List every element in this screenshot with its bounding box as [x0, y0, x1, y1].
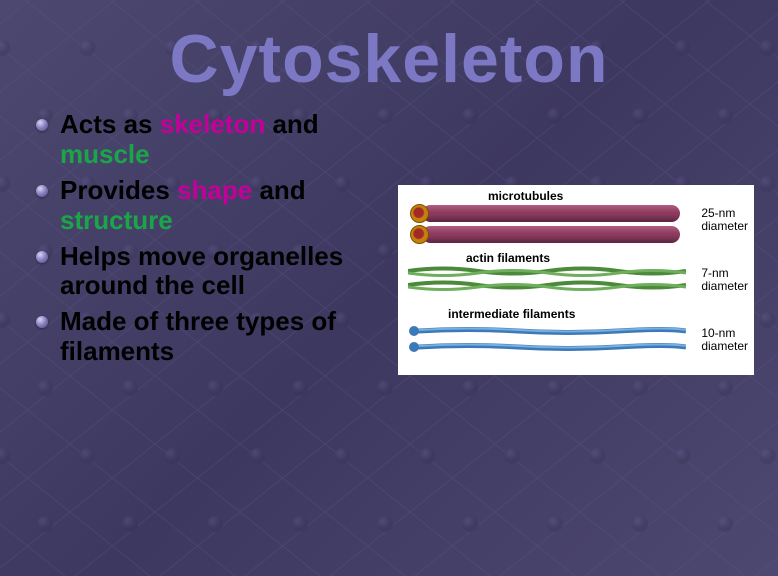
bullet-list: Acts as skeleton and muscle Provides sha… — [30, 110, 410, 367]
highlight-muscle: muscle — [60, 139, 150, 169]
bullet-item: Acts as skeleton and muscle — [30, 110, 410, 170]
bullet-text-pre: Provides — [60, 175, 177, 205]
bullet-item: Helps move organelles around the cell — [30, 242, 410, 302]
bullet-text: Helps move organelles around the cell — [60, 241, 343, 301]
dim-value: 25-nm — [701, 206, 735, 220]
filaments-diagram: microtubules 25-nm diameter actin filame… — [398, 185, 754, 375]
diagram-row-actin: actin filaments 7-nm diameter — [406, 253, 746, 303]
dim-sub: diameter — [701, 219, 748, 233]
dim-value: 10-nm — [701, 326, 735, 340]
dim-sub: diameter — [701, 279, 748, 293]
diagram-dimension: 10-nm diameter — [701, 327, 748, 353]
diagram-row-intermediate: intermediate filaments 10-nm diameter — [406, 309, 746, 367]
microtubule-shapes — [408, 205, 686, 247]
bullet-text-mid: and — [252, 175, 305, 205]
slide-container: Cytoskeleton Acts as skeleton and muscle… — [0, 0, 778, 576]
slide-title: Cytoskeleton — [30, 20, 748, 98]
dim-sub: diameter — [701, 339, 748, 353]
highlight-shape: shape — [177, 175, 252, 205]
diagram-label: intermediate filaments — [448, 307, 575, 321]
actin-shapes — [408, 265, 686, 299]
bullet-text: Made of three types of filaments — [60, 306, 336, 366]
bullet-text-pre: Acts as — [60, 109, 160, 139]
diagram-dimension: 25-nm diameter — [701, 207, 748, 233]
diagram-row-microtubules: microtubules 25-nm diameter — [406, 191, 746, 247]
diagram-label: microtubules — [488, 189, 563, 203]
diagram-label: actin filaments — [466, 251, 550, 265]
highlight-skeleton: skeleton — [160, 109, 266, 139]
diagram-dimension: 7-nm diameter — [701, 267, 748, 293]
highlight-structure: structure — [60, 205, 173, 235]
bullet-item: Provides shape and structure — [30, 176, 410, 236]
intermediate-shapes — [408, 323, 686, 365]
bullet-text-mid: and — [265, 109, 318, 139]
bullet-item: Made of three types of filaments — [30, 307, 410, 367]
dim-value: 7-nm — [701, 266, 728, 280]
